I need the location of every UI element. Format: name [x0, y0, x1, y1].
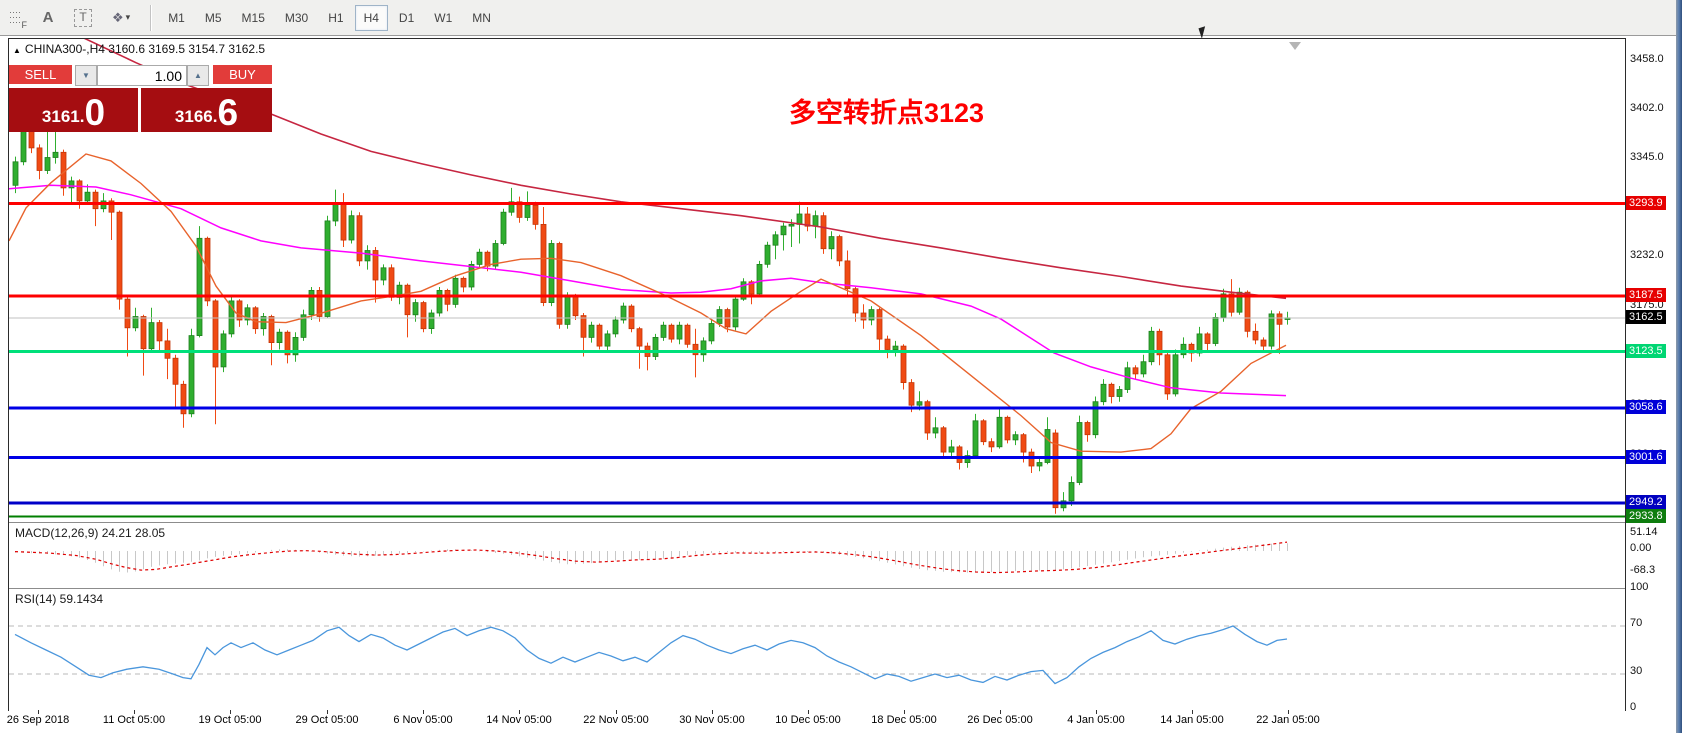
timeframe-button-H4[interactable]: H4	[354, 4, 388, 31]
sell-button[interactable]: SELL	[9, 65, 72, 86]
price-axis: 3458.03402.03345.03289.03232.03175.03118…	[1626, 38, 1676, 733]
price-tick: 3458.0	[1630, 53, 1664, 65]
arrow-objects-icon[interactable]: ❖ ▾	[105, 5, 137, 31]
date-label: 29 Oct 05:00	[295, 714, 359, 726]
hline-price-badge: 3123.5	[1626, 344, 1666, 358]
one-click-trading-panel: SELL ▼ ▲ BUY 3161.0 3166.6	[9, 65, 272, 133]
date-tick	[616, 710, 617, 714]
hline-price-badge: 3058.6	[1626, 400, 1666, 414]
rsi-label: RSI(14) 59.1434	[15, 592, 104, 606]
hline-price-badge: 2949.2	[1626, 495, 1666, 509]
volume-input[interactable]	[97, 65, 187, 86]
date-label: 14 Jan 05:00	[1160, 714, 1224, 726]
collapse-arrow-icon[interactable]: ▲	[13, 46, 21, 55]
date-tick	[904, 710, 905, 714]
timeframe-button-D1[interactable]: D1	[390, 5, 423, 31]
date-tick	[712, 710, 713, 714]
chevron-down-icon: ▾	[125, 12, 131, 22]
macd-label: MACD(12,26,9) 24.21 28.05	[15, 526, 166, 540]
window-edge-strip	[1676, 0, 1682, 733]
date-label: 18 Dec 05:00	[871, 714, 937, 726]
price-chart-panel[interactable]: ▲ CHINA300-,H4 3160.6 3169.5 3154.7 3162.…	[9, 39, 1625, 521]
buy-button[interactable]: BUY	[213, 65, 272, 86]
date-label: 14 Nov 05:00	[486, 714, 552, 726]
date-label: 11 Oct 05:00	[102, 714, 166, 726]
chart-annotation-text: 多空转折点3123	[789, 98, 985, 128]
chart-title: ▲ CHINA300-,H4 3160.6 3169.5 3154.7 3162.…	[13, 42, 266, 56]
toolbar-separator	[150, 4, 153, 31]
date-tick	[423, 710, 424, 714]
hline-price-badge: 2933.8	[1626, 509, 1666, 523]
macd-scale-tick: 0.00	[1630, 542, 1652, 554]
text-box-icon[interactable]: T	[67, 5, 99, 31]
toolbar: F A T ❖ ▾ M1 M5 M15 M30 H1 H4 D1 W1 MN	[0, 0, 1682, 36]
date-tick	[230, 710, 231, 714]
chart-window: ▲ CHINA300-,H4 3160.6 3169.5 3154.7 3162.…	[6, 38, 1626, 733]
date-tick	[519, 710, 520, 714]
buy-price-display[interactable]: 3166. 6	[141, 88, 272, 132]
rsi-scale-tick: 0	[1630, 701, 1637, 713]
volume-decrease-button[interactable]: ▼	[75, 65, 97, 86]
rsi-scale-tick: 70	[1630, 617, 1643, 629]
crosshair-grid-icon[interactable]: F	[3, 5, 29, 31]
date-label: 19 Oct 05:00	[198, 714, 262, 726]
date-label: 4 Jan 05:00	[1067, 714, 1125, 726]
rsi-scale-tick: 30	[1630, 665, 1643, 677]
chart-plots: ▲ CHINA300-,H4 3160.6 3169.5 3154.7 3162.…	[8, 38, 1626, 711]
hline-price-badge: 3293.9	[1626, 196, 1666, 210]
date-tick	[1096, 710, 1097, 714]
date-tick	[1000, 710, 1001, 714]
rsi-panel[interactable]: RSI(14) 59.1434	[9, 588, 1625, 711]
timeframe-button-MN[interactable]: MN	[463, 5, 500, 31]
hline-price-badge: 3187.5	[1626, 288, 1666, 302]
date-label: 6 Nov 05:00	[393, 714, 453, 726]
timeframe-button-M5[interactable]: M5	[196, 5, 231, 31]
price-tick: 3175.0	[1630, 299, 1664, 311]
timeframe-button-M1[interactable]: M1	[159, 5, 194, 31]
macd-scale-tick: -68.3	[1630, 564, 1656, 576]
timeframe-bar: M1 M5 M15 M30 H1 H4 D1 W1 MN	[158, 4, 501, 31]
text-label-icon[interactable]: A	[35, 5, 61, 31]
date-label: 10 Dec 05:00	[775, 714, 841, 726]
date-label: 22 Nov 05:00	[583, 714, 649, 726]
timeframe-button-M15[interactable]: M15	[233, 5, 274, 31]
sell-price-display[interactable]: 3161. 0	[9, 88, 138, 132]
grid-dots-glyph	[10, 12, 22, 23]
macd-scale-tick: 51.14	[1630, 526, 1658, 538]
date-tick	[327, 710, 328, 714]
current-price-badge: 3162.5	[1626, 310, 1666, 324]
hline-price-badge: 3001.6	[1626, 450, 1666, 464]
rsi-scale-tick: 100	[1630, 581, 1649, 593]
price-tick: 3345.0	[1630, 151, 1664, 163]
date-label: 26 Sep 2018	[6, 714, 70, 726]
date-label: 22 Jan 05:00	[1256, 714, 1320, 726]
date-tick	[1288, 710, 1289, 714]
price-tick: 3402.0	[1630, 102, 1664, 114]
date-tick	[808, 710, 809, 714]
date-tick	[1192, 710, 1193, 714]
timeframe-button-M30[interactable]: M30	[276, 5, 317, 31]
grid-f-label: F	[21, 19, 28, 30]
date-tick	[38, 710, 39, 714]
date-label: 30 Nov 05:00	[679, 714, 745, 726]
macd-panel[interactable]: MACD(12,26,9) 24.21 28.05	[9, 522, 1625, 587]
volume-increase-button[interactable]: ▲	[187, 65, 209, 86]
timeframe-button-H1[interactable]: H1	[319, 5, 352, 31]
date-tick	[134, 710, 135, 714]
date-label: 26 Dec 05:00	[967, 714, 1033, 726]
price-tick: 3232.0	[1630, 249, 1664, 261]
timeframe-button-W1[interactable]: W1	[425, 5, 461, 31]
